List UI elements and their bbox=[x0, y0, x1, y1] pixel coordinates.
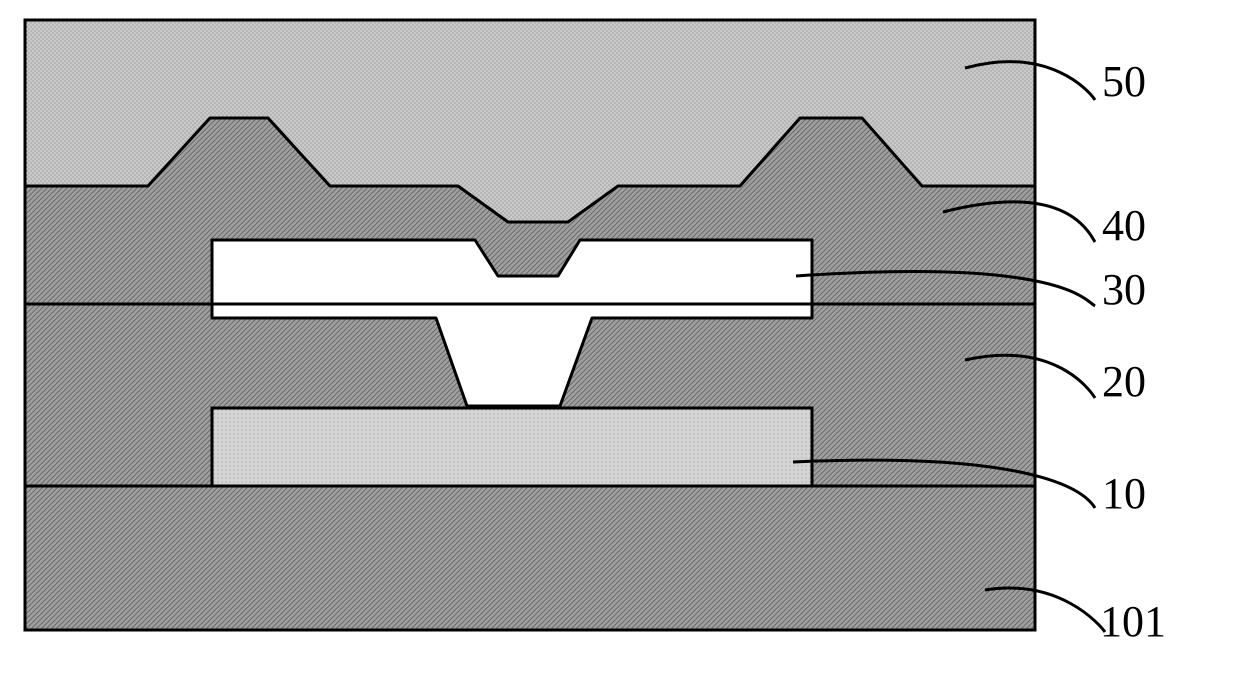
layer-label-50: 50 bbox=[1102, 56, 1146, 107]
layer-label-30: 30 bbox=[1102, 264, 1146, 315]
layer-label-10: 10 bbox=[1102, 468, 1146, 519]
diagram-svg bbox=[0, 0, 1240, 675]
layer-label-20: 20 bbox=[1102, 356, 1146, 407]
diagram-stage: 50 40 30 20 10 101 bbox=[0, 0, 1240, 675]
layer-label-101: 101 bbox=[1100, 596, 1166, 647]
layer-label-40: 40 bbox=[1102, 200, 1146, 251]
